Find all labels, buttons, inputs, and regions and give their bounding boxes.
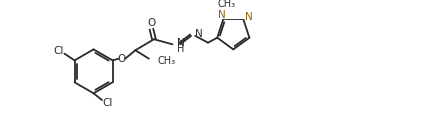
Text: CH₃: CH₃ xyxy=(157,56,176,66)
Text: CH₃: CH₃ xyxy=(218,0,236,9)
Text: Cl: Cl xyxy=(103,98,113,108)
Text: Cl: Cl xyxy=(53,46,64,56)
Text: N: N xyxy=(177,38,184,48)
Text: N: N xyxy=(195,29,203,39)
Text: O: O xyxy=(147,18,155,28)
Text: O: O xyxy=(118,54,126,64)
Text: N: N xyxy=(245,12,253,22)
Text: N: N xyxy=(218,10,226,20)
Text: H: H xyxy=(177,44,184,54)
